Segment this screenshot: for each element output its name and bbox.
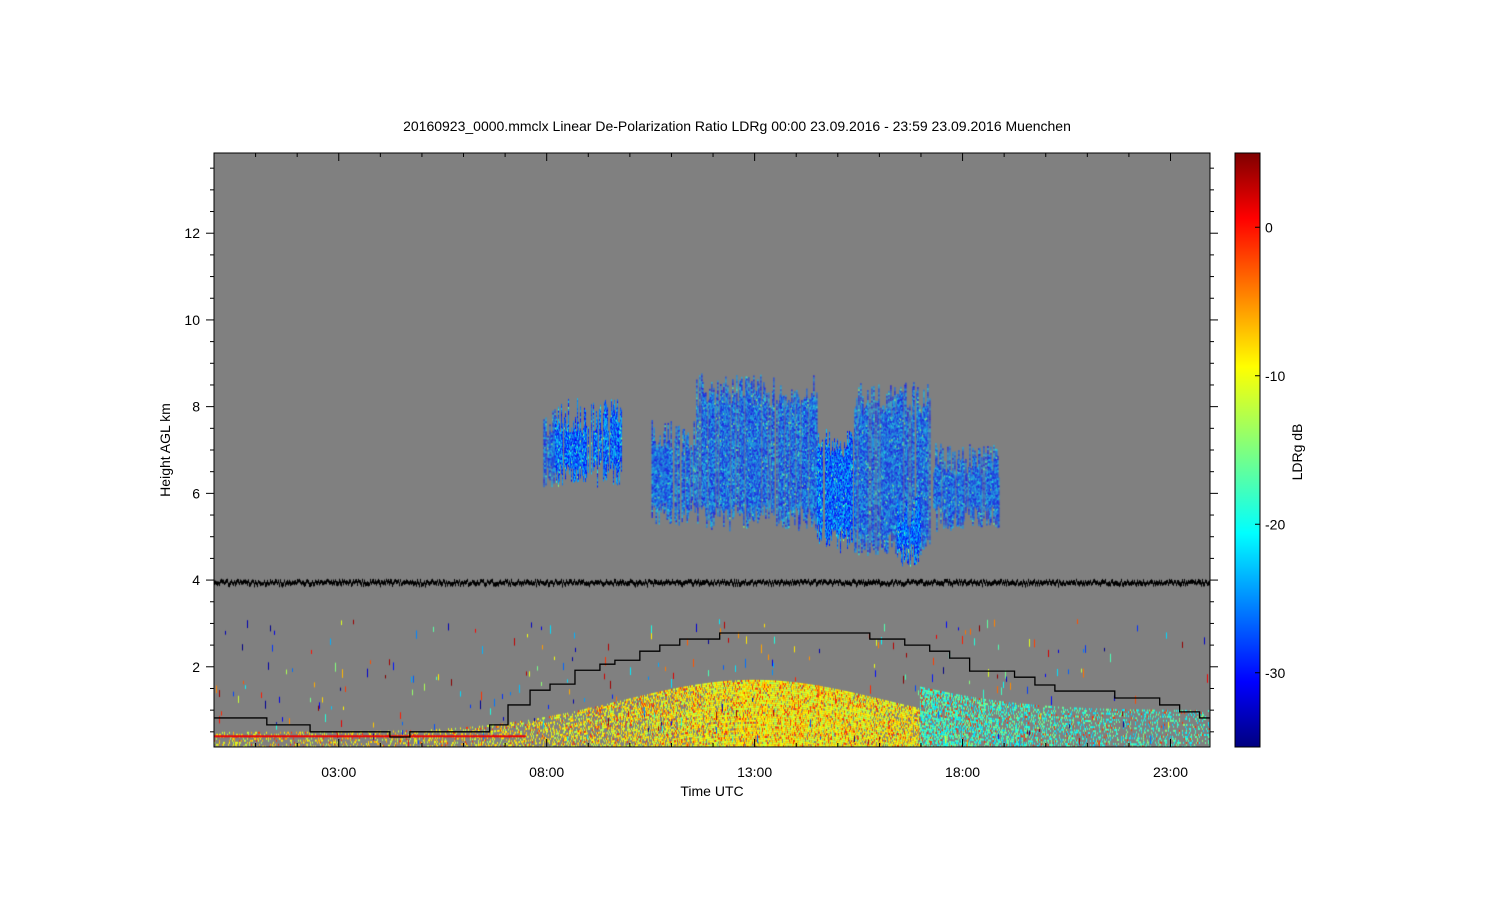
x-tick-label: 13:00: [737, 764, 772, 780]
colorbar-tick-label: -10: [1265, 368, 1285, 384]
x-axis-label: Time UTC: [680, 783, 743, 799]
x-tick-label: 18:00: [945, 764, 980, 780]
colorbar-label: LDRg dB: [1289, 424, 1305, 481]
y-tick-label: 12: [184, 225, 200, 241]
chart-title: 20160923_0000.mmclx Linear De-Polarizati…: [403, 118, 1071, 134]
y-tick-label: 2: [192, 659, 200, 675]
colorbar: [1234, 152, 1261, 748]
colorbar-tick-label: 0: [1265, 219, 1273, 235]
colorbar-tick-label: -20: [1265, 516, 1285, 532]
colorbar-tick-label: -30: [1265, 665, 1285, 681]
boundary-layer-height-line: [214, 632, 1210, 738]
y-tick-label: 8: [192, 399, 200, 415]
y-tick-label: 6: [192, 485, 200, 501]
x-tick-label: 23:00: [1153, 764, 1188, 780]
y-tick-label: 4: [192, 572, 200, 588]
y-axis-label: Height AGL km: [157, 403, 173, 497]
ldr-field-image: [214, 153, 1210, 747]
plot-frame: [213, 152, 1211, 748]
x-tick-label: 03:00: [321, 764, 356, 780]
y-tick-label: 10: [184, 312, 200, 328]
x-tick-label: 08:00: [529, 764, 564, 780]
